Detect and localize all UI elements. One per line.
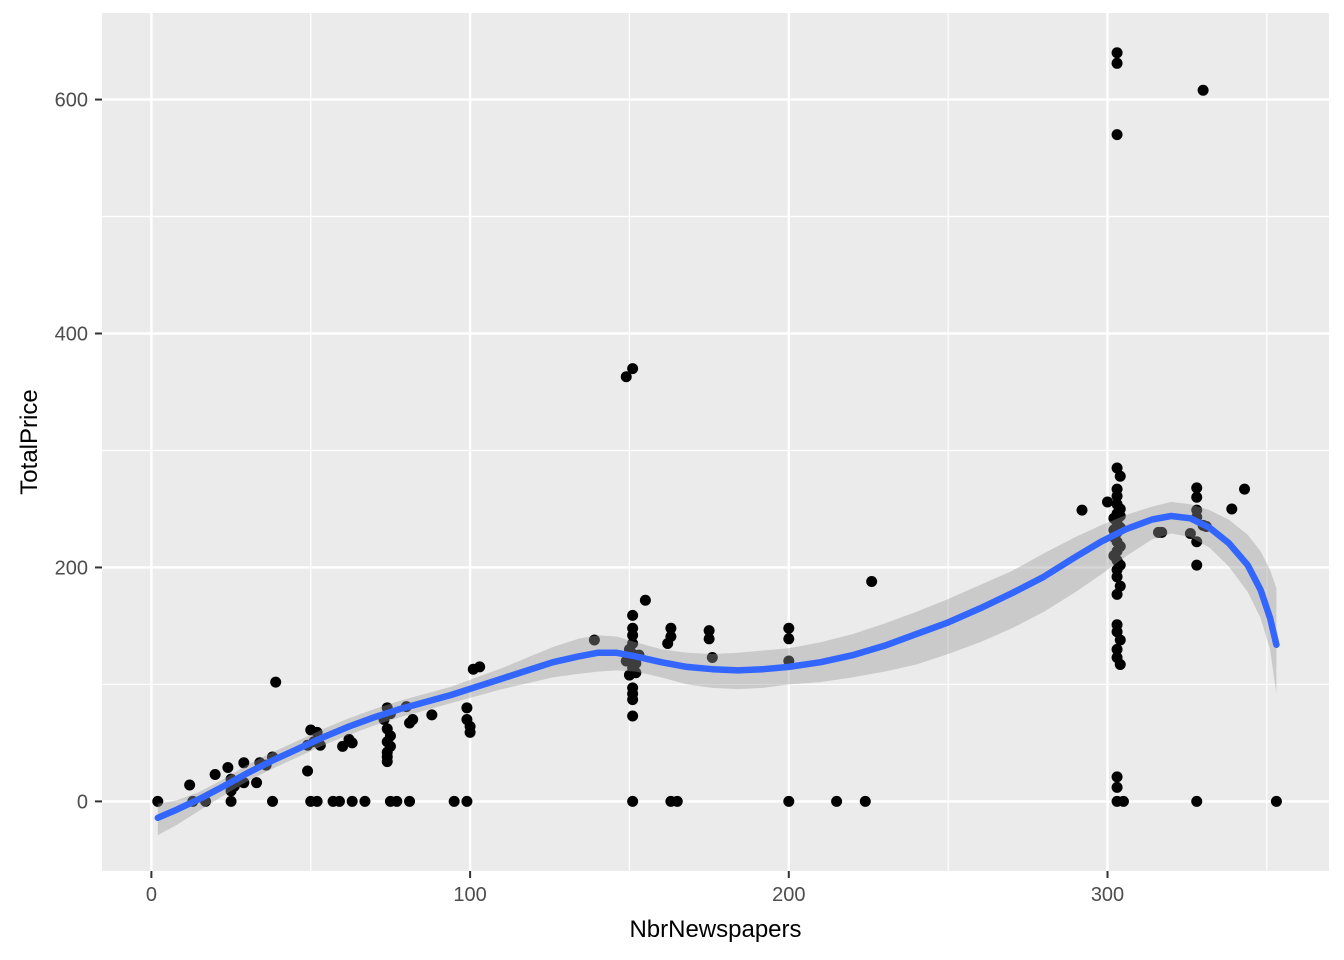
data-point	[630, 667, 642, 679]
data-point	[404, 795, 416, 807]
data-point	[1111, 490, 1123, 502]
data-point	[225, 785, 237, 797]
data-point	[184, 779, 196, 791]
data-point	[1191, 536, 1203, 548]
x-tick-label: 300	[1091, 884, 1124, 906]
data-point	[1239, 483, 1251, 495]
data-point	[1270, 795, 1282, 807]
data-point	[627, 795, 639, 807]
data-point	[627, 637, 639, 649]
data-point	[1114, 540, 1126, 552]
data-point	[426, 709, 438, 721]
data-point	[783, 622, 795, 634]
data-point	[665, 622, 677, 634]
data-point	[1102, 496, 1114, 508]
data-point	[333, 795, 345, 807]
data-point	[588, 634, 600, 646]
data-point	[1111, 643, 1123, 655]
data-point	[302, 765, 314, 777]
data-point	[1117, 795, 1129, 807]
smooth-line	[154, 512, 1280, 822]
data-point	[627, 694, 639, 706]
y-tick-label: 0	[77, 791, 88, 813]
data-point	[407, 714, 419, 726]
data-point	[783, 795, 795, 807]
data-point	[859, 795, 871, 807]
data-point	[381, 751, 393, 763]
x-tick-label: 0	[146, 884, 157, 906]
data-point	[1114, 470, 1126, 482]
data-point	[251, 777, 263, 789]
data-point	[620, 371, 632, 383]
data-point	[1226, 503, 1238, 515]
data-point	[1197, 84, 1209, 96]
data-point	[337, 740, 349, 752]
data-point	[627, 609, 639, 621]
data-point	[1114, 559, 1126, 571]
data-point	[311, 795, 323, 807]
data-point	[346, 737, 358, 749]
data-point	[1191, 482, 1203, 494]
data-point	[1191, 559, 1203, 571]
data-point	[1076, 504, 1088, 516]
data-point	[1156, 526, 1168, 538]
y-tick-label: 600	[55, 90, 88, 112]
data-point	[1111, 781, 1123, 793]
x-tick-label: 200	[772, 884, 805, 906]
data-point	[448, 795, 460, 807]
data-point	[222, 761, 234, 773]
data-point	[1111, 57, 1123, 69]
data-point	[238, 757, 250, 769]
data-point	[703, 633, 715, 645]
data-point	[270, 676, 282, 688]
data-point	[703, 625, 715, 637]
data-point	[1111, 47, 1123, 59]
data-point	[1114, 510, 1126, 522]
data-point	[1111, 129, 1123, 141]
data-point	[464, 726, 476, 738]
data-point	[1191, 491, 1203, 503]
data-point	[267, 795, 279, 807]
data-point	[1191, 795, 1203, 807]
y-tick-label: 400	[55, 324, 88, 346]
data-point	[359, 795, 371, 807]
data-point	[384, 740, 396, 752]
data-point	[346, 795, 358, 807]
y-axis-title: TotalPrice	[16, 389, 43, 495]
data-point	[152, 795, 164, 807]
data-point	[225, 795, 237, 807]
data-point	[1114, 634, 1126, 646]
data-point	[627, 363, 639, 375]
data-point	[1111, 571, 1123, 583]
y-tick-label: 200	[55, 557, 88, 579]
data-point	[474, 661, 486, 673]
data-point	[1114, 659, 1126, 671]
data-point	[671, 795, 683, 807]
data-point	[639, 594, 651, 606]
data-point	[1184, 528, 1196, 540]
data-point	[627, 710, 639, 722]
data-point	[831, 795, 843, 807]
data-point	[627, 629, 639, 641]
data-point	[311, 726, 323, 738]
data-point	[706, 652, 718, 664]
data-point	[866, 575, 878, 587]
data-point	[1114, 580, 1126, 592]
data-point	[209, 768, 221, 780]
data-point	[461, 795, 473, 807]
data-point	[783, 633, 795, 645]
data-point	[391, 795, 403, 807]
data-point	[665, 630, 677, 642]
x-tick-label: 100	[453, 884, 486, 906]
data-point	[461, 702, 473, 714]
panel-background	[102, 13, 1329, 871]
data-point	[1111, 771, 1123, 783]
x-axis-title: NbrNewspapers	[629, 916, 802, 943]
